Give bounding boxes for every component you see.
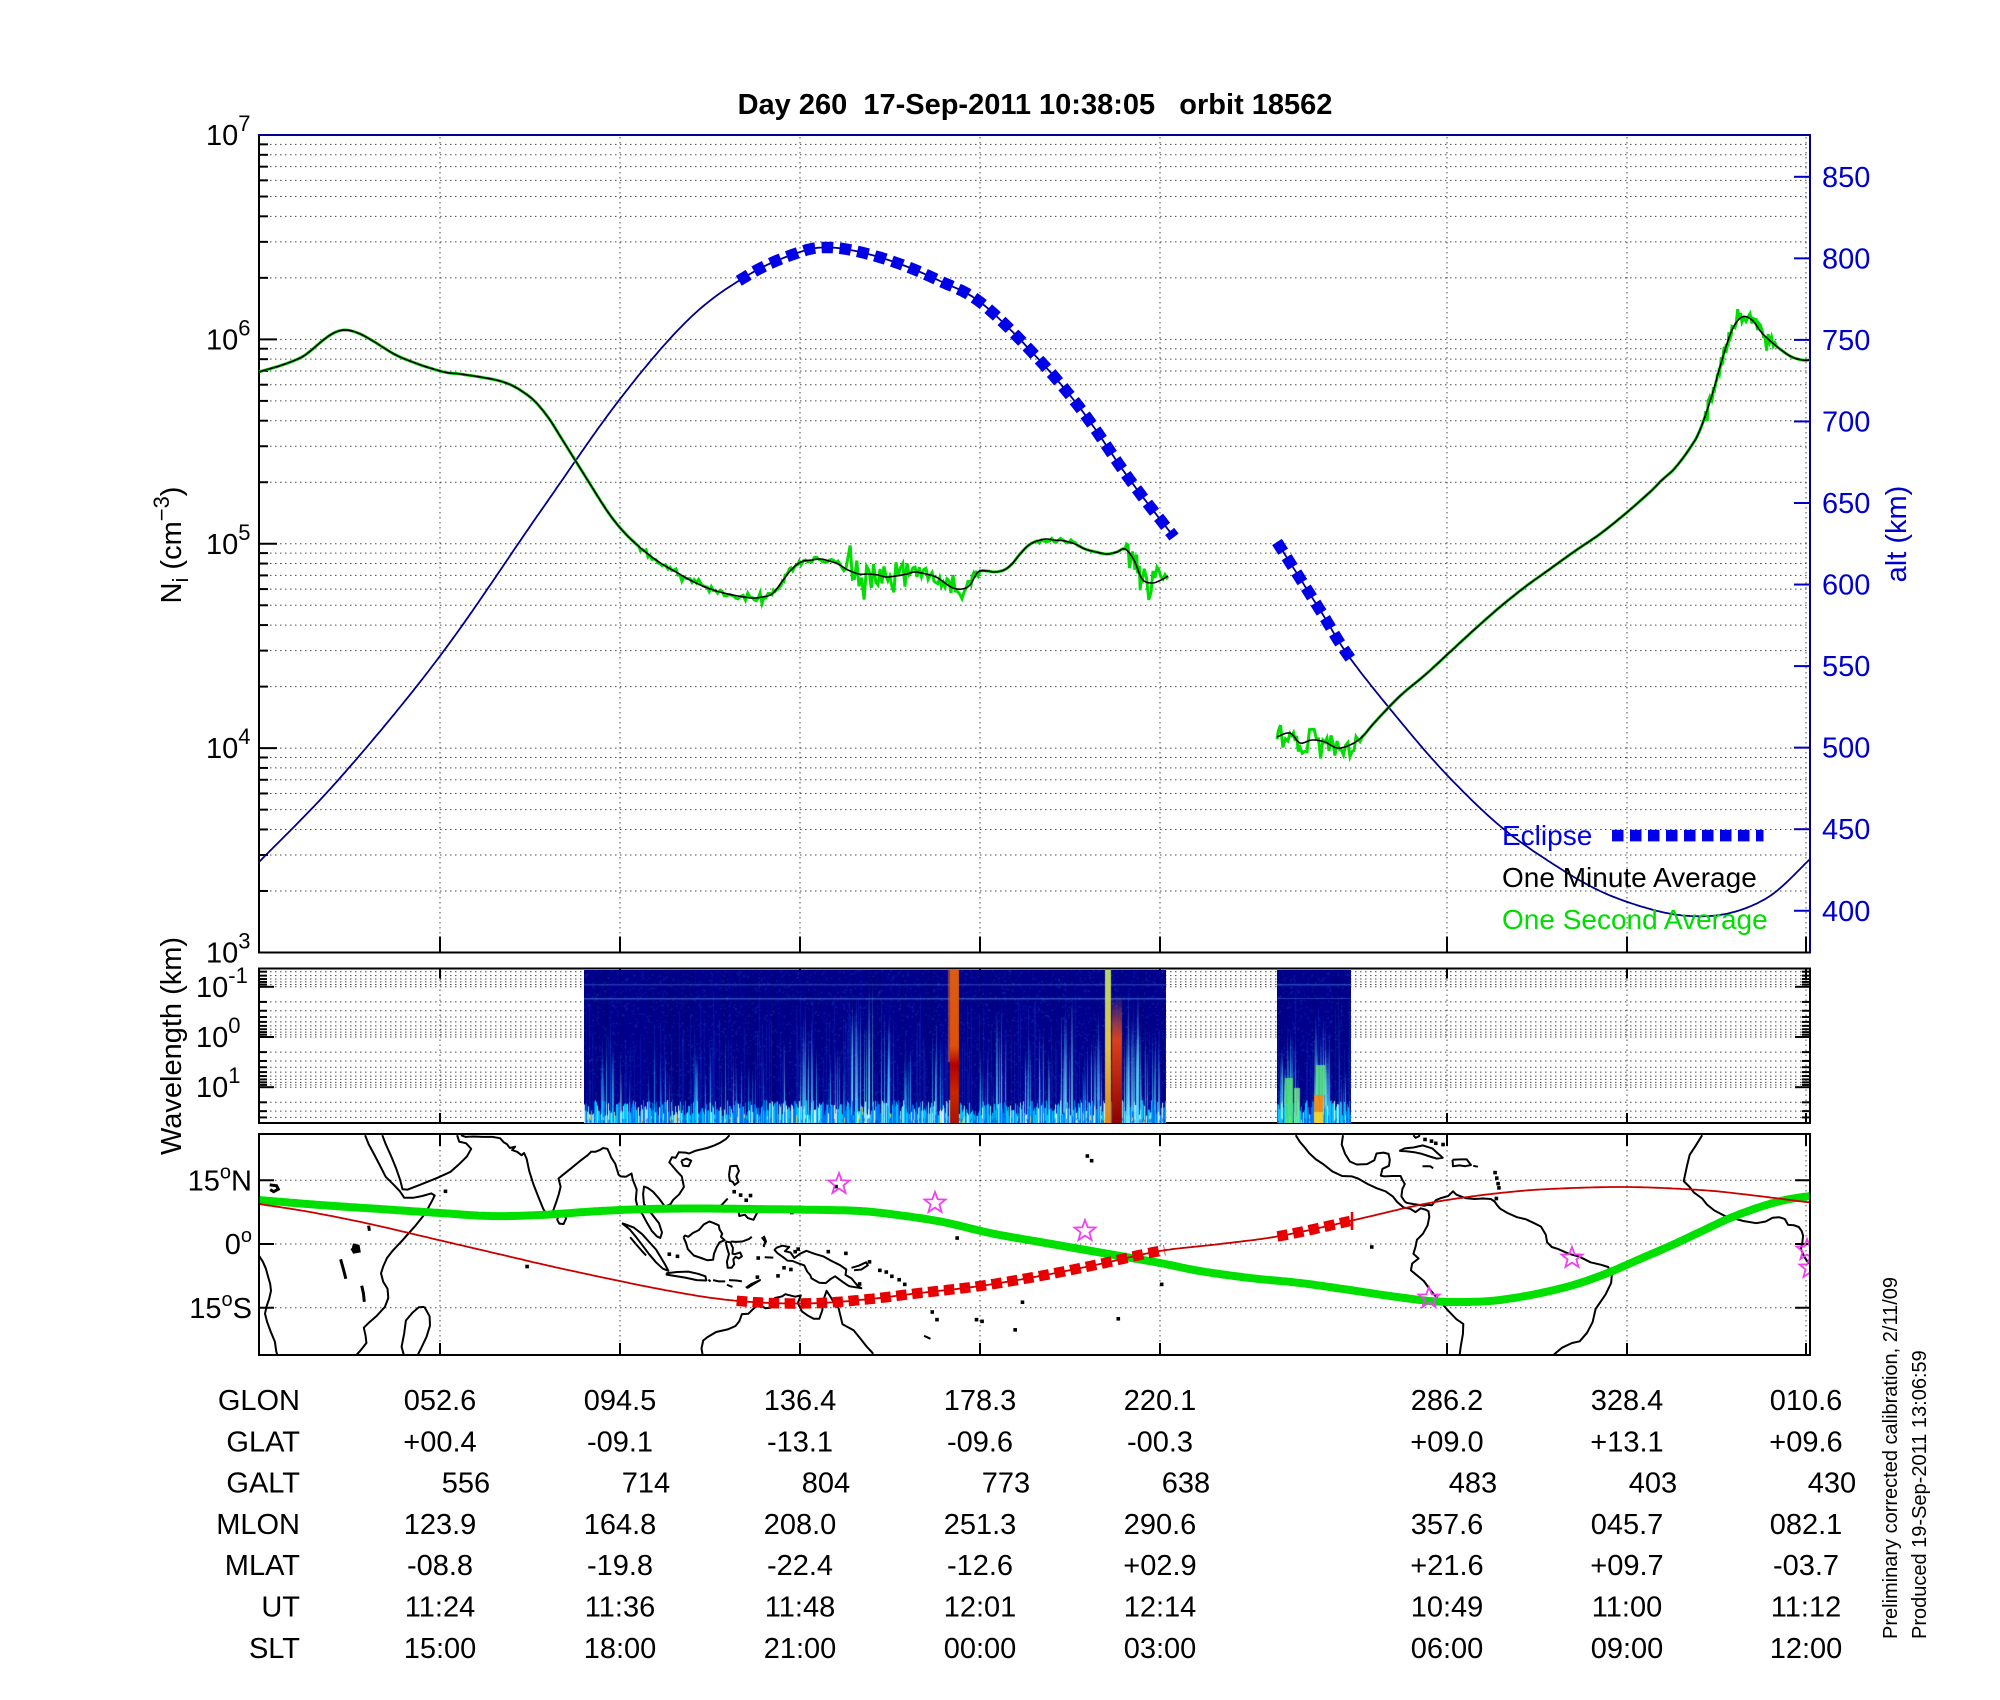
- svg-text:12:01: 12:01: [944, 1592, 1017, 1624]
- svg-text:052.6: 052.6: [404, 1385, 477, 1417]
- svg-text:600: 600: [1822, 570, 1870, 602]
- svg-text:103: 103: [206, 929, 251, 970]
- svg-text:094.5: 094.5: [584, 1385, 657, 1417]
- svg-text:286.2: 286.2: [1411, 1385, 1484, 1417]
- svg-text:Produced 19-Sep-2011 13:06:59: Produced 19-Sep-2011 13:06:59: [1909, 1350, 1931, 1639]
- svg-text:MLON: MLON: [216, 1509, 300, 1541]
- svg-text:11:00: 11:00: [1592, 1592, 1662, 1624]
- svg-text:-13.1: -13.1: [767, 1426, 833, 1458]
- svg-text:650: 650: [1822, 488, 1870, 520]
- svg-text:106: 106: [206, 315, 251, 356]
- svg-text:Wavelength (km): Wavelength (km): [156, 937, 188, 1155]
- svg-text:UT: UT: [261, 1592, 300, 1624]
- svg-text:850: 850: [1822, 162, 1870, 194]
- svg-text:-19.8: -19.8: [587, 1550, 653, 1582]
- svg-text:104: 104: [206, 724, 251, 765]
- svg-text:290.6: 290.6: [1124, 1509, 1197, 1541]
- svg-text:03:00: 03:00: [1124, 1633, 1197, 1665]
- svg-text:+09.7: +09.7: [1590, 1550, 1663, 1582]
- svg-text:+00.4: +00.4: [403, 1426, 476, 1458]
- svg-text:773: 773: [982, 1468, 1030, 1500]
- svg-text:010.6: 010.6: [1770, 1385, 1843, 1417]
- svg-text:100: 100: [196, 1013, 241, 1054]
- svg-text:00:00: 00:00: [944, 1633, 1017, 1665]
- svg-text:-09.6: -09.6: [947, 1426, 1013, 1458]
- svg-text:+09.6: +09.6: [1769, 1426, 1842, 1458]
- svg-text:-09.1: -09.1: [587, 1426, 653, 1458]
- svg-text:208.0: 208.0: [764, 1509, 837, 1541]
- svg-text:403: 403: [1629, 1468, 1677, 1500]
- svg-text:+13.1: +13.1: [1590, 1426, 1663, 1458]
- svg-text:700: 700: [1822, 406, 1870, 438]
- svg-text:09:00: 09:00: [1591, 1633, 1664, 1665]
- svg-text:164.8: 164.8: [584, 1509, 657, 1541]
- svg-text:-03.7: -03.7: [1773, 1550, 1839, 1582]
- svg-text:450: 450: [1822, 814, 1870, 846]
- svg-text:Eclipse: Eclipse: [1502, 820, 1592, 851]
- svg-text:10:49: 10:49: [1411, 1592, 1484, 1624]
- svg-text:One Second Average: One Second Average: [1502, 904, 1768, 935]
- svg-text:638: 638: [1162, 1468, 1210, 1500]
- svg-text:123.9: 123.9: [404, 1509, 477, 1541]
- svg-text:750: 750: [1822, 325, 1870, 357]
- svg-text:045.7: 045.7: [1591, 1509, 1664, 1541]
- svg-text:178.3: 178.3: [944, 1385, 1017, 1417]
- svg-text:+02.9: +02.9: [1123, 1550, 1196, 1582]
- svg-text:18:00: 18:00: [584, 1633, 657, 1665]
- svg-text:556: 556: [442, 1468, 490, 1500]
- svg-text:251.3: 251.3: [944, 1509, 1017, 1541]
- svg-text:15:00: 15:00: [404, 1633, 477, 1665]
- svg-text:430: 430: [1808, 1468, 1856, 1500]
- svg-text:11:36: 11:36: [585, 1592, 655, 1624]
- svg-text:220.1: 220.1: [1124, 1385, 1197, 1417]
- svg-text:082.1: 082.1: [1770, 1509, 1843, 1541]
- svg-text:328.4: 328.4: [1591, 1385, 1664, 1417]
- svg-text:Preliminary corrected calibrat: Preliminary corrected calibration, 2/11/…: [1880, 1277, 1902, 1639]
- svg-text:-00.3: -00.3: [1127, 1426, 1193, 1458]
- svg-text:12:00: 12:00: [1770, 1633, 1843, 1665]
- svg-text:357.6: 357.6: [1411, 1509, 1484, 1541]
- svg-text:Day 260 17-Sep-2011 10:38:05: Day 260 17-Sep-2011 10:38:05 orbit 18562: [738, 89, 1333, 121]
- svg-text:+09.0: +09.0: [1410, 1426, 1483, 1458]
- svg-text:11:12: 11:12: [1771, 1592, 1841, 1624]
- svg-text:136.4: 136.4: [764, 1385, 837, 1417]
- svg-text:714: 714: [622, 1468, 670, 1500]
- svg-text:400: 400: [1822, 896, 1870, 928]
- svg-text:107: 107: [206, 111, 251, 152]
- svg-text:GLAT: GLAT: [226, 1426, 300, 1458]
- svg-text:+21.6: +21.6: [1410, 1550, 1483, 1582]
- svg-text:-22.4: -22.4: [767, 1550, 833, 1582]
- svg-text:800: 800: [1822, 243, 1870, 275]
- svg-text:105: 105: [206, 520, 251, 561]
- svg-text:SLT: SLT: [249, 1633, 300, 1665]
- svg-text:101: 101: [196, 1063, 241, 1104]
- svg-text:15oN: 15oN: [188, 1161, 252, 1197]
- svg-text:MLAT: MLAT: [225, 1550, 300, 1582]
- svg-text:06:00: 06:00: [1411, 1633, 1484, 1665]
- svg-text:-12.6: -12.6: [947, 1550, 1013, 1582]
- svg-text:500: 500: [1822, 733, 1870, 765]
- svg-text:15oS: 15oS: [189, 1289, 252, 1325]
- svg-text:804: 804: [802, 1468, 850, 1500]
- svg-text:21:00: 21:00: [764, 1633, 837, 1665]
- svg-text:11:48: 11:48: [765, 1592, 835, 1624]
- svg-text:11:24: 11:24: [405, 1592, 475, 1624]
- svg-text:12:14: 12:14: [1124, 1592, 1197, 1624]
- svg-text:GALT: GALT: [226, 1468, 300, 1500]
- svg-text:Ni (cm−3): Ni (cm−3): [149, 487, 193, 604]
- svg-text:550: 550: [1822, 651, 1870, 683]
- svg-text:-08.8: -08.8: [407, 1550, 473, 1582]
- svg-text:One Minute Average: One Minute Average: [1502, 862, 1757, 893]
- svg-text:10-1: 10-1: [196, 963, 248, 1004]
- svg-text:alt (km): alt (km): [1881, 486, 1913, 583]
- svg-text:0o: 0o: [225, 1225, 252, 1261]
- svg-text:GLON: GLON: [218, 1385, 300, 1417]
- svg-text:483: 483: [1449, 1468, 1497, 1500]
